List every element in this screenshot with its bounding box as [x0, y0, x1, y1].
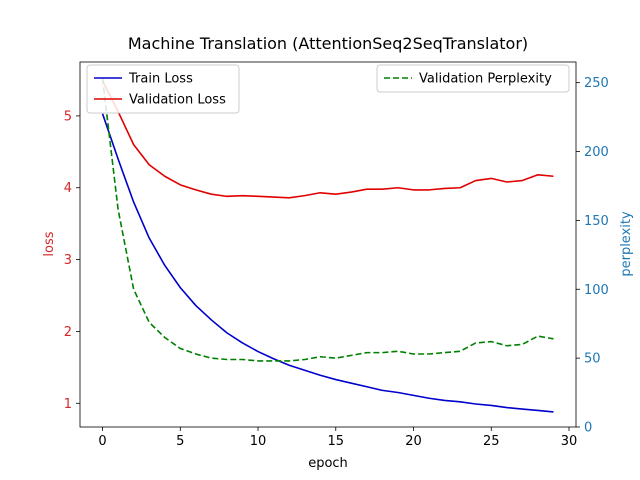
x-tick-label: 20: [405, 434, 422, 449]
x-tick-label: 0: [98, 434, 106, 449]
chart-title: Machine Translation (AttentionSeq2SeqTra…: [128, 34, 528, 53]
legend-loss: Train Loss Validation Loss: [86, 64, 240, 114]
legend-box: [376, 64, 570, 93]
y-right-tick-label: 0: [584, 421, 592, 436]
x-tick-label: 25: [483, 434, 500, 449]
y-left-tick-label: 5: [64, 109, 72, 124]
y-right-tick-label: 50: [584, 352, 601, 367]
y-left-tick-label: 3: [64, 253, 72, 268]
legend-label: Validation Loss: [129, 93, 226, 108]
y-axis-right-label: perplexity: [619, 211, 634, 277]
y-left-tick-label: 2: [64, 325, 72, 340]
series-line-validation-loss: [101, 80, 554, 199]
x-tick-label: 5: [176, 434, 184, 449]
y-axis-left-label: loss: [42, 231, 57, 256]
y-right-tick-label: 100: [584, 283, 609, 298]
y-right-tick-label: 150: [584, 214, 609, 229]
x-tick-label: 15: [328, 434, 345, 449]
x-axis-label: epoch: [308, 456, 348, 471]
y-right-tick-label: 200: [584, 145, 609, 160]
legend-label: Validation Perplexity: [419, 72, 552, 87]
series-line-train-loss: [101, 113, 554, 413]
y-left-tick-label: 1: [64, 397, 72, 412]
y-right-tick-label: 250: [584, 76, 609, 91]
legend-box: [86, 64, 240, 114]
plot-frame: [79, 61, 577, 428]
legend-perplexity: Validation Perplexity: [376, 64, 570, 93]
y-left-tick-label: 4: [64, 181, 72, 196]
x-tick-label: 30: [561, 434, 578, 449]
x-tick-label: 10: [250, 434, 267, 449]
legend-label: Train Loss: [128, 72, 193, 87]
